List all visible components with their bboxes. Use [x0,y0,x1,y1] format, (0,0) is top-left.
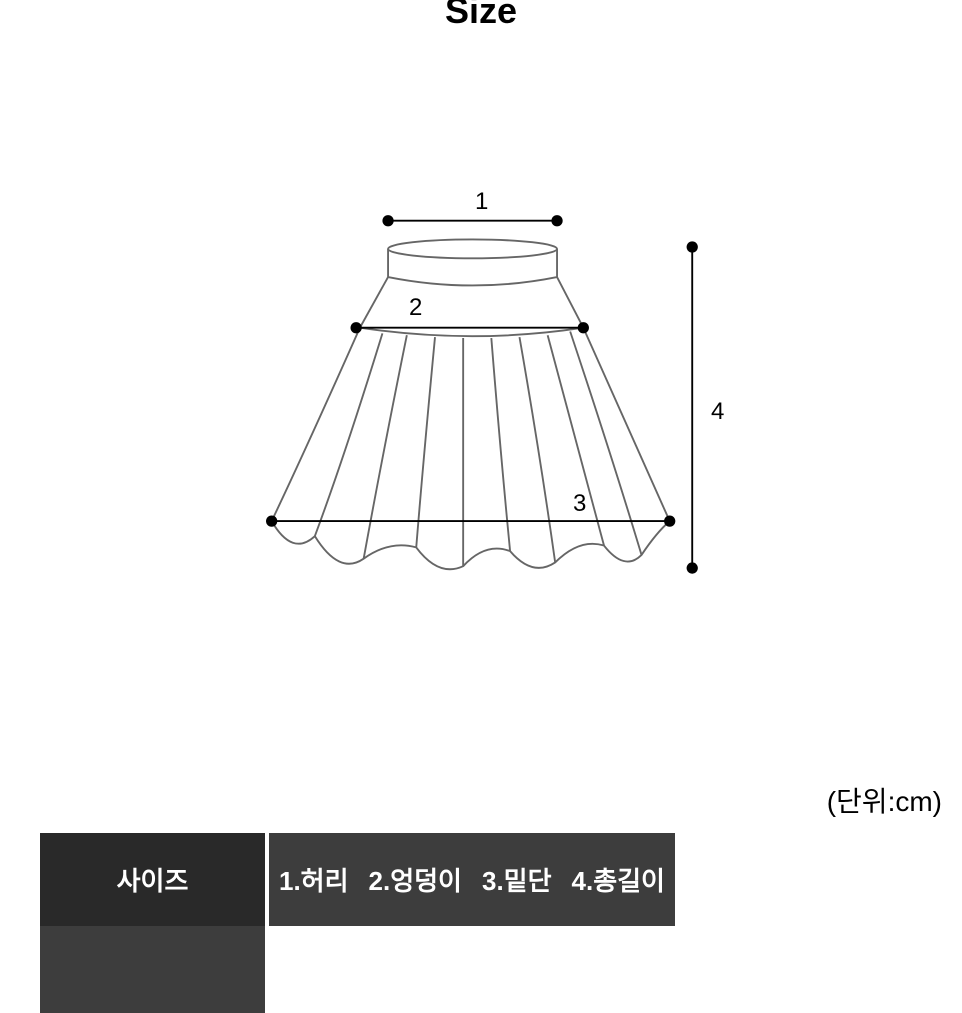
col-waist: 1.허리 [269,833,359,926]
size-name-cell [40,926,265,1013]
val-hip [359,926,472,1013]
val-waist [269,926,359,1013]
table-header-row: 사이즈 1.허리 2.엉덩이 3.밑단 4.총길이 [40,833,675,926]
dim-label-3: 3 [573,490,586,518]
dim-label-2: 2 [409,294,422,322]
val-length [562,926,675,1013]
table-row [40,926,675,1013]
col-length: 4.총길이 [562,833,675,926]
col-size: 사이즈 [40,833,265,926]
size-table: 사이즈 1.허리 2.엉덩이 3.밑단 4.총길이 [40,833,675,1013]
dim-label-4: 4 [711,398,724,426]
page-title: Size [0,0,962,32]
val-hem [472,926,562,1013]
dim-label-1: 1 [475,188,488,216]
col-hip: 2.엉덩이 [359,833,472,926]
unit-label: (단위:cm) [827,780,942,820]
skirt-svg [251,170,711,600]
skirt-diagram: 1 2 3 4 [251,170,711,600]
col-hem: 3.밑단 [472,833,562,926]
